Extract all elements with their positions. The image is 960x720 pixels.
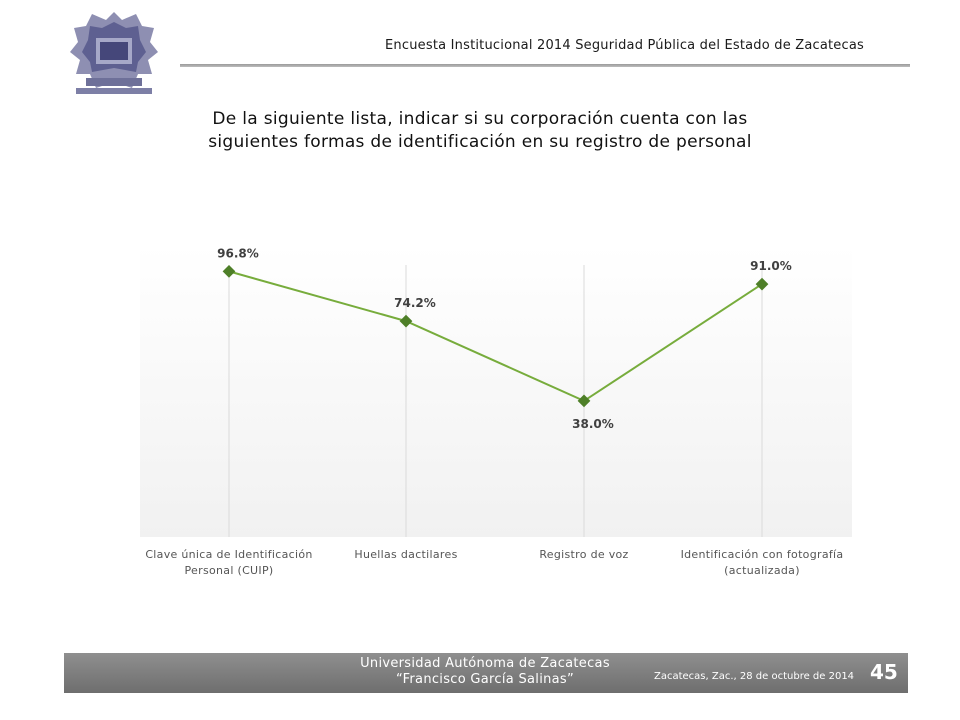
university-seal-logo bbox=[70, 12, 158, 94]
data-point-2 bbox=[399, 314, 413, 328]
category-label-1-line-1: Clave única de Identificación bbox=[145, 548, 313, 561]
category-label-4-line-2: (actualizada) bbox=[724, 564, 800, 577]
question-text: De la siguiente lista, indicar si su cor… bbox=[140, 108, 820, 154]
category-label-2-line-1: Huellas dactilares bbox=[354, 548, 458, 561]
category-label-4: Identificación con fotografía (actualizad… bbox=[672, 547, 852, 579]
survey-title: Encuesta Institucional 2014 Seguridad Pú… bbox=[385, 38, 864, 53]
category-label-4-line-1: Identificación con fotografía bbox=[680, 548, 844, 561]
data-point-3 bbox=[577, 394, 591, 408]
category-label-1: Clave única de Identificación Personal (C… bbox=[139, 547, 319, 579]
footer-bar bbox=[64, 653, 908, 693]
footer-university: Universidad Autónoma de Zacatecas “Franc… bbox=[355, 656, 615, 688]
data-label-1: 96.8% bbox=[217, 246, 259, 260]
category-label-2: Huellas dactilares bbox=[316, 547, 496, 563]
series-line bbox=[228, 270, 763, 403]
category-label-3: Registro de voz bbox=[494, 547, 674, 563]
category-label-1-line-2: Personal (CUIP) bbox=[184, 564, 274, 577]
footer-date: Zacatecas, Zac., 28 de octubre de 2014 bbox=[654, 671, 855, 682]
question-line-2: siguientes formas de identificación en s… bbox=[208, 132, 752, 152]
header-divider bbox=[180, 64, 910, 67]
page-number: 45 bbox=[870, 660, 898, 684]
data-label-2: 74.2% bbox=[394, 296, 436, 310]
university-name: Universidad Autónoma de Zacatecas bbox=[360, 656, 610, 671]
data-label-4: 91.0% bbox=[750, 259, 792, 273]
category-label-3-line-1: Registro de voz bbox=[539, 548, 629, 561]
data-point-1 bbox=[222, 265, 236, 278]
data-point-4 bbox=[755, 277, 769, 291]
university-subtitle: “Francisco García Salinas” bbox=[395, 672, 575, 687]
data-label-3: 38.0% bbox=[572, 417, 614, 431]
question-line-1: De la siguiente lista, indicar si su cor… bbox=[212, 109, 748, 129]
plot-area bbox=[140, 245, 852, 537]
